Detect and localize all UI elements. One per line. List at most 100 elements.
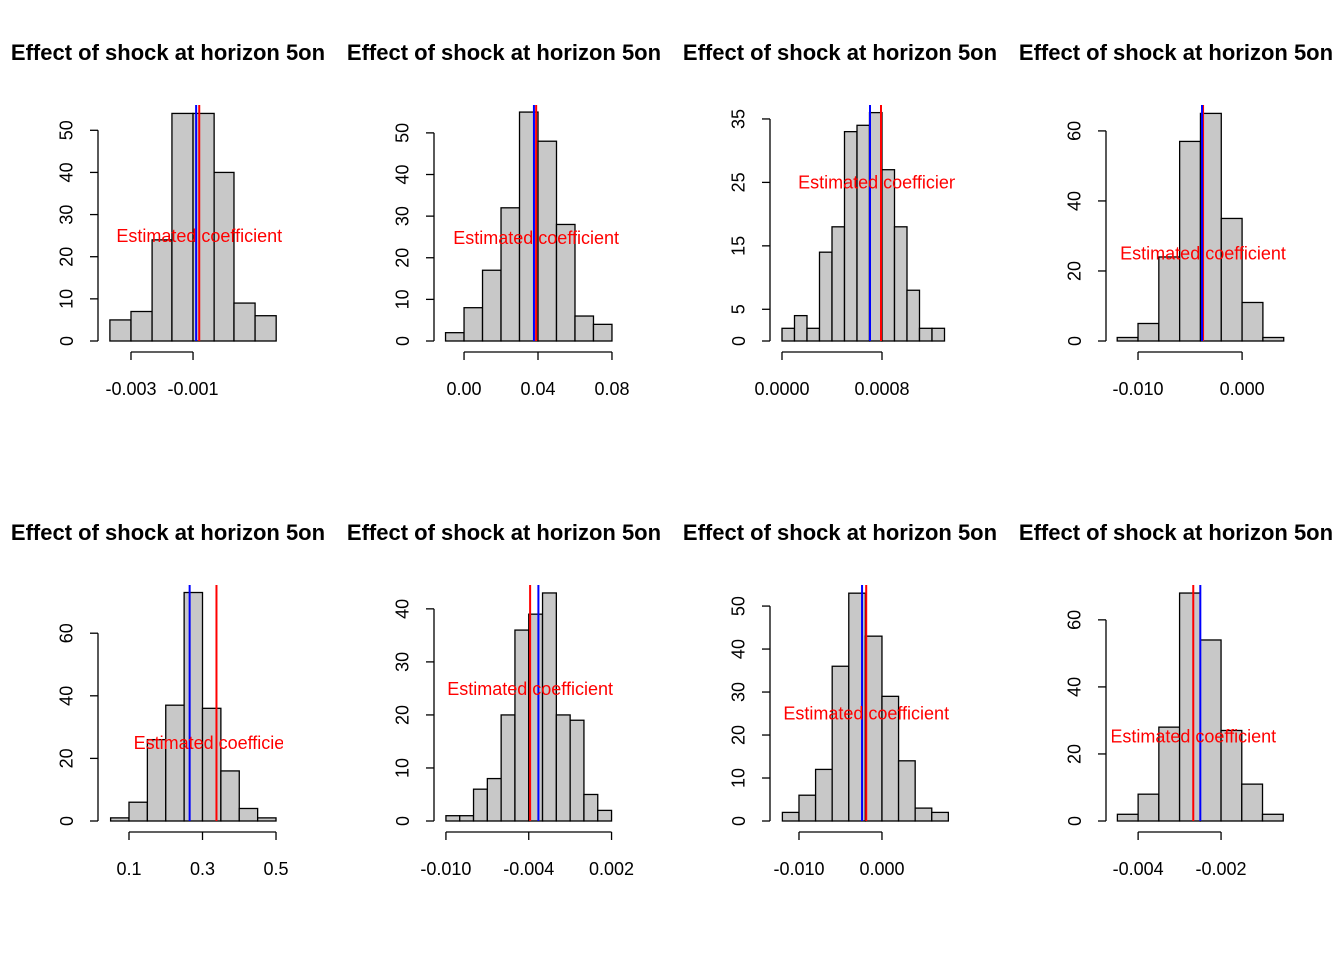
- x-tick-label: -0.001: [168, 379, 219, 399]
- y-tick-label: 50: [57, 120, 77, 140]
- y-tick-label: 0: [393, 816, 413, 826]
- chart-title: Effect of shock at horizon 5on: [683, 520, 997, 545]
- chart-title: Effect of shock at horizon 5on: [1019, 520, 1333, 545]
- bar: [472, 788, 488, 822]
- y-tick-label: 30: [729, 682, 749, 702]
- bar: [914, 807, 933, 822]
- y-tick-label: 10: [57, 289, 77, 309]
- bar: [931, 811, 950, 822]
- bar: [781, 327, 796, 342]
- annotation: Estimated coefficient: [134, 733, 300, 753]
- y-tick-label: 20: [1065, 261, 1085, 281]
- bar: [1158, 256, 1181, 342]
- x-tick-label: 0.1: [116, 859, 141, 879]
- y-tick-label: 0: [1065, 816, 1085, 826]
- panel: Effect of shock at horizon 5on 0 10 20 30 40 5…: [683, 520, 997, 879]
- annotation: Estimated coefficient: [453, 228, 619, 248]
- y-tick-label: 50: [729, 596, 749, 616]
- bar: [555, 714, 571, 822]
- bar: [128, 801, 149, 822]
- x-tick-label: 0.0008: [854, 379, 909, 399]
- bar: [831, 665, 850, 822]
- x-tick-label: -0.010: [1112, 379, 1163, 399]
- bar: [1241, 783, 1264, 822]
- bar: [514, 629, 530, 822]
- y-tick-label: 5: [729, 304, 749, 314]
- panel: Effect of shock at horizon 5on 0 20 40 60 -0.…: [1019, 40, 1333, 399]
- y-tick-label: 25: [729, 172, 749, 192]
- bar: [213, 171, 235, 342]
- bar: [183, 591, 204, 822]
- chart-title: Effect of shock at horizon 5on: [347, 40, 661, 65]
- y-tick-label: 60: [1065, 610, 1085, 630]
- bar: [151, 239, 173, 342]
- y-tick-label: 0: [729, 336, 749, 346]
- bar: [831, 226, 846, 342]
- y-tick-label: 30: [57, 205, 77, 225]
- x-tick-label: -0.004: [503, 859, 554, 879]
- annotation: Estimated coefficient: [783, 704, 949, 724]
- x-tick-label: -0.010: [420, 859, 471, 879]
- x-tick-label: 0.5: [264, 859, 289, 879]
- bar: [893, 226, 908, 342]
- bar: [897, 760, 916, 822]
- y-tick-label: 50: [393, 123, 413, 143]
- x-tick-label: -0.010: [773, 859, 824, 879]
- annotation: Estimated coefficient: [447, 679, 613, 699]
- y-tick-label: 30: [393, 652, 413, 672]
- bar: [1116, 813, 1139, 822]
- bar: [1116, 336, 1139, 342]
- bar: [597, 809, 613, 822]
- y-tick-label: 20: [393, 705, 413, 725]
- y-tick-label: 60: [1065, 121, 1085, 141]
- y-tick-label: 20: [393, 248, 413, 268]
- bar: [569, 719, 585, 822]
- x-tick-label: 0.04: [520, 379, 555, 399]
- bar: [1137, 793, 1160, 822]
- y-tick-label: 40: [57, 686, 77, 706]
- panel: Effect of shock at horizon 5on 0 10 20 30 40 5…: [347, 40, 661, 399]
- x-tick-label: 0.000: [859, 859, 904, 879]
- bar: [486, 777, 502, 822]
- bar: [818, 251, 833, 342]
- x-tick-label: 0.3: [190, 859, 215, 879]
- y-tick-label: 15: [729, 236, 749, 256]
- bar: [793, 314, 808, 342]
- chart-title: Effect of shock at horizon 5on: [683, 40, 997, 65]
- bar: [481, 269, 502, 342]
- annotation: Estimated coefficient: [116, 226, 282, 246]
- bar: [109, 319, 132, 342]
- bar: [592, 323, 613, 342]
- panel: Effect of shock at horizon 5on 0 20 40 60 0.1…: [11, 520, 325, 879]
- bar: [254, 315, 277, 342]
- bar: [881, 169, 896, 342]
- x-tick-label: 0.002: [589, 859, 634, 879]
- y-tick-label: 0: [1065, 336, 1085, 346]
- bar: [1137, 322, 1160, 342]
- bar: [256, 817, 277, 822]
- bar: [238, 807, 259, 822]
- bar: [1261, 813, 1284, 822]
- bar: [220, 770, 240, 822]
- y-tick-label: 0: [57, 816, 77, 826]
- bar: [931, 327, 946, 342]
- y-tick-label: 0: [57, 336, 77, 346]
- y-tick-label: 40: [393, 599, 413, 619]
- annotation: Estimated coefficient: [1120, 244, 1286, 264]
- bar: [574, 315, 595, 342]
- y-tick-label: 20: [57, 247, 77, 267]
- panel: Effect of shock at horizon 5on 0 10 20 30 40 -…: [347, 520, 661, 879]
- bar: [500, 714, 516, 822]
- bar: [1262, 336, 1285, 342]
- bar: [806, 327, 821, 342]
- bar: [906, 289, 921, 342]
- bar: [445, 815, 461, 822]
- bar: [1220, 217, 1243, 342]
- y-tick-label: 20: [57, 748, 77, 768]
- bar: [798, 794, 817, 822]
- y-tick-label: 40: [729, 639, 749, 659]
- y-tick-label: 10: [393, 758, 413, 778]
- bar: [233, 302, 256, 342]
- chart-title: Effect of shock at horizon 5on: [11, 40, 325, 65]
- annotation: Estimated coefficient: [1110, 727, 1276, 747]
